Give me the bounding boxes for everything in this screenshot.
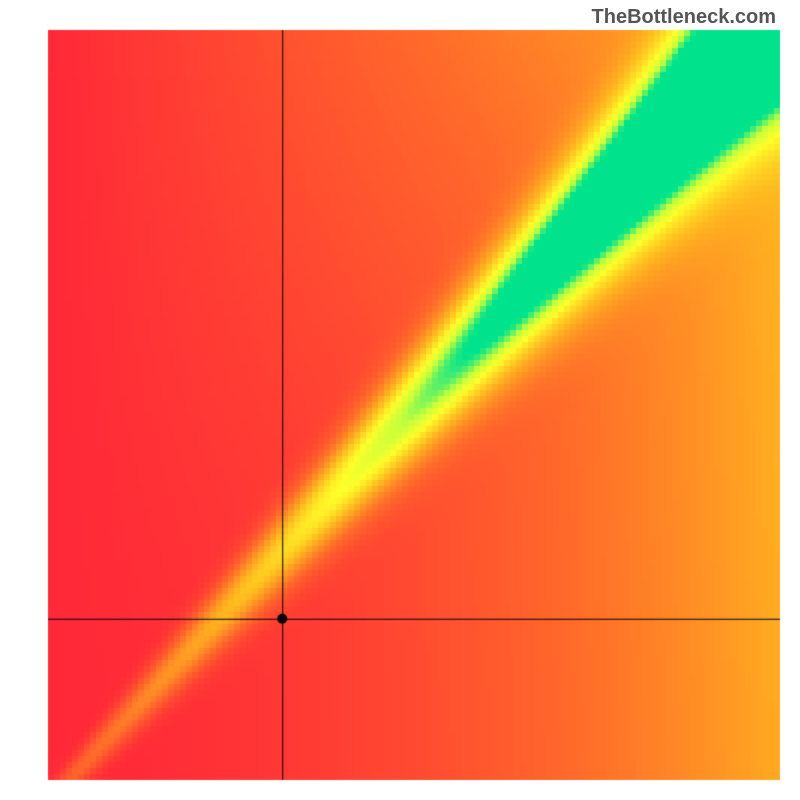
chart-container: TheBottleneck.com [0, 0, 800, 800]
bottleneck-heatmap [0, 0, 800, 800]
